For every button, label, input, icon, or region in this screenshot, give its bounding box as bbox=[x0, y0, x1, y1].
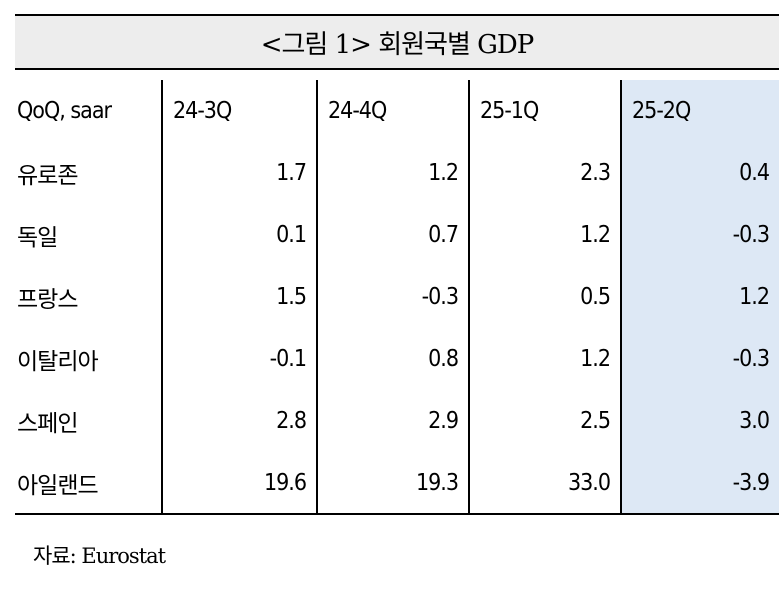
table-cell: 19.3 bbox=[316, 452, 469, 515]
table-cell: 2.5 bbox=[468, 390, 621, 452]
table-row: 이탈리아 -0.1 0.8 1.2 -0.3 bbox=[15, 328, 779, 390]
figure-title-text: <그림 1> 회원국별 GDP bbox=[260, 29, 535, 60]
table-cell: 1.2 bbox=[316, 142, 469, 204]
table-cell: 1.2 bbox=[468, 204, 621, 266]
table-cell: 1.7 bbox=[161, 142, 317, 204]
row-label: 유로존 bbox=[17, 163, 78, 189]
table-cell: 0.5 bbox=[468, 266, 621, 328]
table-row: 스페인 2.8 2.9 2.5 3.0 bbox=[15, 390, 779, 452]
table-cell-highlighted: 0.4 bbox=[620, 142, 779, 204]
table-cell: 1.2 bbox=[468, 328, 621, 390]
row-label: 이탈리아 bbox=[17, 349, 99, 375]
table-cell-highlighted: 3.0 bbox=[620, 390, 779, 452]
row-label: 스페인 bbox=[17, 411, 78, 437]
header-cell-25-2q: 25-2Q bbox=[620, 80, 779, 142]
header-cell-25-1q: 25-1Q bbox=[468, 80, 621, 142]
row-label: 프랑스 bbox=[17, 287, 78, 313]
table-cell: 0.1 bbox=[161, 204, 317, 266]
table-cell: -0.1 bbox=[161, 328, 317, 390]
table-cell-highlighted: -0.3 bbox=[620, 328, 779, 390]
table-cell: 2.8 bbox=[161, 390, 317, 452]
table-row: 독일 0.1 0.7 1.2 -0.3 bbox=[15, 204, 779, 266]
header-cell-24-4q: 24-4Q bbox=[316, 80, 469, 142]
table-row: 프랑스 1.5 -0.3 0.5 1.2 bbox=[15, 266, 779, 328]
table-cell: 2.3 bbox=[468, 142, 621, 204]
header-cell-24-3q: 24-3Q bbox=[161, 80, 317, 142]
table-cell: -0.3 bbox=[316, 266, 469, 328]
row-label: 독일 bbox=[17, 225, 58, 251]
gdp-table: QoQ, saar 24-3Q 24-4Q 25-1Q 25-2Q 유로존 1.… bbox=[15, 80, 779, 515]
table-header-row: QoQ, saar 24-3Q 24-4Q 25-1Q 25-2Q bbox=[15, 80, 779, 142]
table-cell: 19.6 bbox=[161, 452, 317, 515]
table-cell-highlighted: -0.3 bbox=[620, 204, 779, 266]
table-cell-highlighted: 1.2 bbox=[620, 266, 779, 328]
table-row: 아일랜드 19.6 19.3 33.0 -3.9 bbox=[15, 452, 779, 515]
table-cell: 0.8 bbox=[316, 328, 469, 390]
table-cell: 2.9 bbox=[316, 390, 469, 452]
table-cell: 0.7 bbox=[316, 204, 469, 266]
table-cell-highlighted: -3.9 bbox=[620, 452, 779, 515]
table-cell: 1.5 bbox=[161, 266, 317, 328]
table-cell: 33.0 bbox=[468, 452, 621, 515]
source-note: 자료: Eurostat bbox=[33, 544, 166, 568]
figure-title: <그림 1> 회원국별 GDP bbox=[15, 14, 779, 70]
table-row: 유로존 1.7 1.2 2.3 0.4 bbox=[15, 142, 779, 204]
header-cell-metric: QoQ, saar bbox=[17, 98, 112, 124]
row-label: 아일랜드 bbox=[15, 452, 162, 515]
